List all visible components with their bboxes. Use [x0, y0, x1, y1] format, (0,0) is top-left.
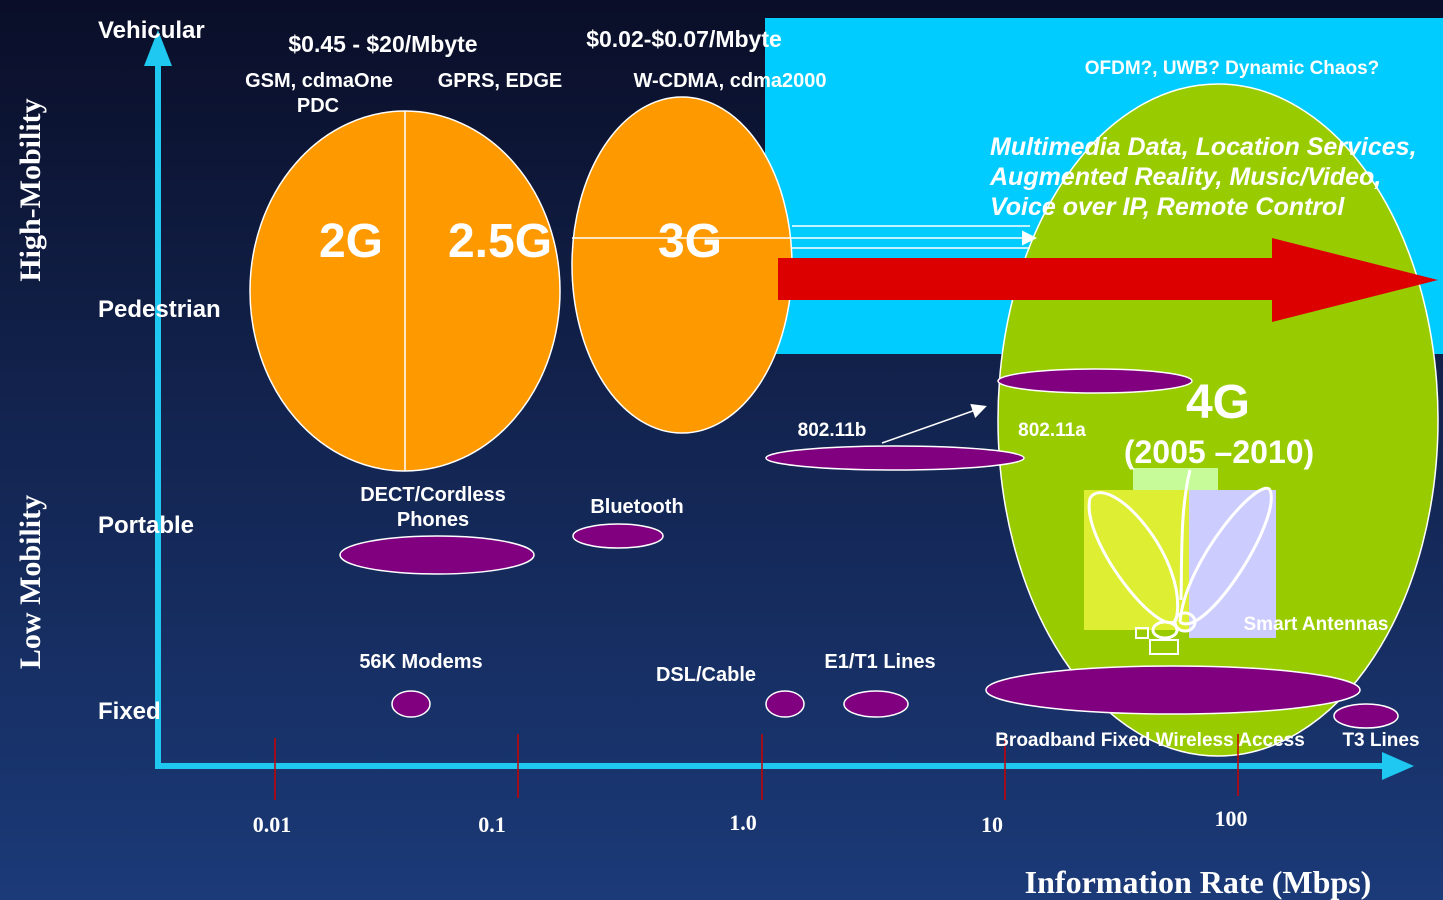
y-axis-title-low: Low Mobility — [14, 495, 47, 669]
label-56k-modems: 56K Modems — [359, 651, 482, 673]
x-axis-title: Information Rate (Mbps) — [1025, 864, 1372, 900]
tech-future: OFDM?, UWB? Dynamic Chaos? — [1085, 58, 1380, 79]
label-bluetooth: Bluetooth — [590, 496, 683, 518]
gen-label-2-5g: 2.5G — [448, 215, 552, 268]
x-tick-marks — [274, 734, 1239, 800]
service-line: Augmented Reality, Music/Video, — [989, 163, 1381, 191]
tech-gsm: GSM, cdmaOne — [245, 70, 393, 92]
tech-wcdma: W-CDMA, cdma2000 — [634, 70, 827, 92]
x-tick-label: 0.1 — [478, 812, 506, 837]
tech-pdc: PDC — [297, 95, 339, 117]
evolution-arrow — [778, 238, 1438, 322]
80211a-ellipse — [997, 368, 1193, 394]
label-dsl-cable: DSL/Cable — [656, 664, 756, 686]
x-axis-arrowhead — [1382, 752, 1414, 780]
bfwa-ellipse — [985, 665, 1361, 715]
x-tick-label: 1.0 — [729, 810, 757, 835]
y-level-label: Pedestrian — [98, 296, 221, 323]
label-e1t1: E1/T1 Lines — [824, 651, 935, 673]
80211b-ellipse — [765, 445, 1025, 471]
y-level-label: Fixed — [98, 698, 161, 725]
label-80211a: 802.11a — [1018, 420, 1086, 441]
label-bfwa: Broadband Fixed Wireless Access — [995, 730, 1305, 751]
label-dect-phones: Phones — [397, 509, 469, 531]
x-tick-label: 100 — [1215, 806, 1248, 831]
gen-label-4g-years: (2005 –2010) — [1124, 434, 1314, 470]
dsl-cable-ellipse — [765, 690, 805, 718]
label-80211b: 802.11b — [798, 420, 867, 441]
service-line: Multimedia Data, Location Services, — [990, 133, 1417, 161]
y-level-label: Vehicular — [98, 17, 205, 44]
label-t3: T3 Lines — [1342, 730, 1419, 751]
service-line: Voice over IP, Remote Control — [990, 193, 1345, 221]
bluetooth-ellipse — [572, 523, 664, 549]
56k-modems-ellipse — [391, 690, 431, 718]
gen-label-4g: 4G — [1186, 376, 1250, 429]
dect-ellipse — [339, 535, 535, 575]
y-level-label: Portable — [98, 512, 194, 539]
y-axis-title-high: High-Mobility — [14, 98, 47, 281]
x-tick-label: 0.01 — [253, 812, 292, 837]
tech-gprs: GPRS, EDGE — [438, 70, 562, 92]
price-3g: $0.02-$0.07/Mbyte — [586, 26, 782, 52]
label-dect: DECT/Cordless — [360, 484, 506, 506]
80211b-to-80211a-arrow — [881, 403, 987, 444]
label-smart-antennas: Smart Antennas — [1244, 614, 1389, 635]
e1t1-ellipse — [843, 690, 909, 718]
t3-ellipse — [1333, 703, 1399, 729]
y-axis-arrowhead — [144, 30, 172, 66]
smart-antenna-graphic — [1084, 468, 1276, 655]
x-tick-label: 10 — [981, 812, 1003, 837]
price-2g: $0.45 - $20/Mbyte — [288, 31, 477, 57]
gen-label-2g: 2G — [319, 215, 383, 268]
gen-label-3g: 3G — [658, 215, 722, 268]
